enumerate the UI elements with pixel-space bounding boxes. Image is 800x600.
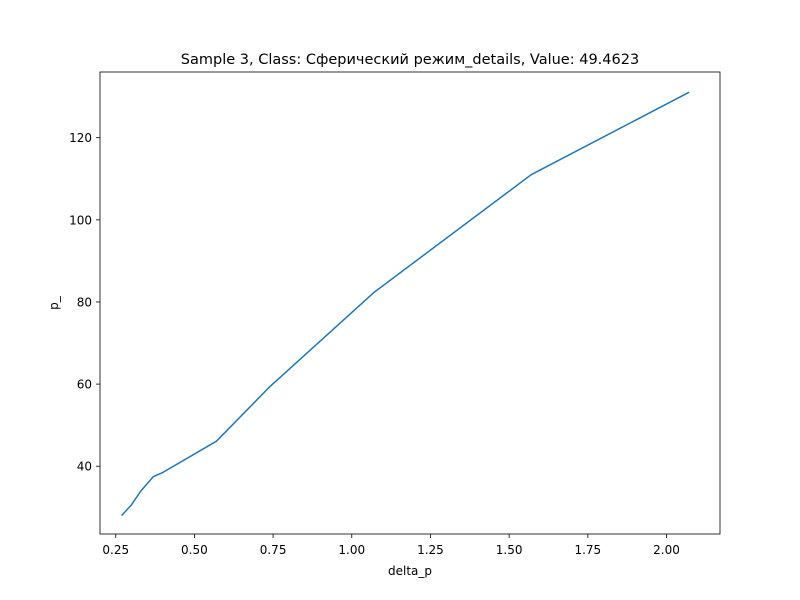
x-tick-label: 0.75 (260, 543, 287, 557)
x-tick-label: 2.00 (653, 543, 680, 557)
x-tick-label: 1.00 (338, 543, 365, 557)
x-axis-label: delta_p (388, 564, 432, 578)
x-tick-label: 1.25 (417, 543, 444, 557)
x-tick-label: 0.25 (102, 543, 129, 557)
y-tick-label: 60 (77, 378, 92, 392)
data-series-line (120, 91, 690, 517)
axis-ticks: 0.25 0.50 0.75 1.00 1.25 1.50 1.75 2.00 40 60 80 10… (69, 131, 680, 557)
plot-frame (99, 71, 721, 535)
y-tick-label: 80 (77, 295, 92, 309)
y-axis-label: p_ (47, 295, 61, 310)
x-tick-label: 1.50 (496, 543, 523, 557)
x-tick-label: 1.75 (574, 543, 601, 557)
y-tick-label: 100 (69, 213, 92, 227)
y-tick-label: 40 (77, 460, 92, 474)
y-tick-label: 120 (69, 131, 92, 145)
x-tick-label: 0.50 (181, 543, 208, 557)
chart-title: Sample 3, Class: Сферический режим_detai… (181, 52, 639, 68)
